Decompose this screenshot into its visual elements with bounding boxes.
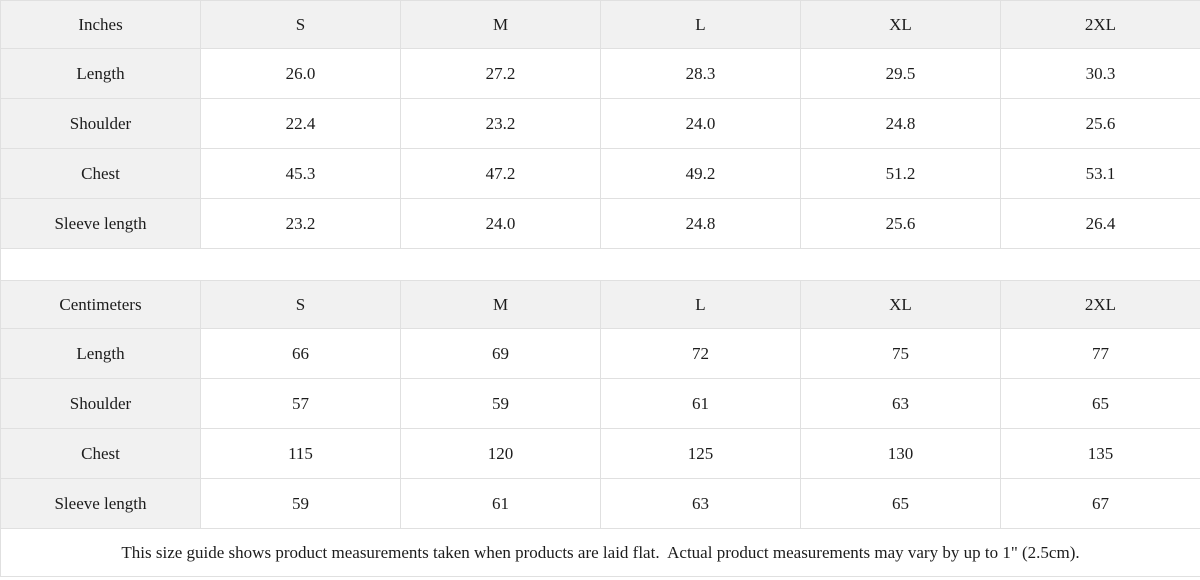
measurement-cell: 27.2 (400, 48, 601, 99)
table-row: Length 26.0 27.2 28.3 29.5 30.3 (0, 48, 1200, 99)
measurement-cell: 120 (400, 428, 601, 479)
unit-header-cell: Centimeters (0, 280, 201, 329)
measurement-cell: 130 (800, 428, 1001, 479)
size-header-cell: XL (800, 280, 1001, 329)
size-header-cell: XL (800, 0, 1001, 49)
measurement-cell: 53.1 (1000, 148, 1200, 199)
size-header-cell: L (600, 280, 801, 329)
table-row: Chest 45.3 47.2 49.2 51.2 53.1 (0, 148, 1200, 199)
table-row: Shoulder 22.4 23.2 24.0 24.8 25.6 (0, 98, 1200, 149)
row-label-cell: Length (0, 48, 201, 99)
unit-header-cell: Inches (0, 0, 201, 49)
row-label-cell: Shoulder (0, 378, 201, 429)
table-row: Shoulder 57 59 61 63 65 (0, 378, 1200, 429)
centimeters-header-row: Centimeters S M L XL 2XL (0, 280, 1200, 329)
row-label-cell: Sleeve length (0, 198, 201, 249)
footer-note: This size guide shows product measuremen… (0, 528, 1200, 577)
measurement-cell: 61 (400, 478, 601, 529)
measurement-cell: 22.4 (200, 98, 401, 149)
measurement-cell: 30.3 (1000, 48, 1200, 99)
inches-header-row: Inches S M L XL 2XL (0, 0, 1200, 49)
measurement-cell: 63 (800, 378, 1001, 429)
measurement-cell: 24.8 (600, 198, 801, 249)
size-header-cell: 2XL (1000, 280, 1200, 329)
measurement-cell: 59 (400, 378, 601, 429)
measurement-cell: 61 (600, 378, 801, 429)
row-label-cell: Chest (0, 428, 201, 479)
measurement-cell: 25.6 (800, 198, 1001, 249)
size-header-cell: S (200, 280, 401, 329)
measurement-cell: 23.2 (200, 198, 401, 249)
measurement-cell: 115 (200, 428, 401, 479)
measurement-cell: 47.2 (400, 148, 601, 199)
measurement-cell: 59 (200, 478, 401, 529)
measurement-cell: 67 (1000, 478, 1200, 529)
measurement-cell: 51.2 (800, 148, 1001, 199)
measurement-cell: 25.6 (1000, 98, 1200, 149)
table-row: Sleeve length 59 61 63 65 67 (0, 478, 1200, 529)
row-label-cell: Length (0, 328, 201, 379)
row-label-cell: Chest (0, 148, 201, 199)
measurement-cell: 125 (600, 428, 801, 479)
measurement-cell: 45.3 (200, 148, 401, 199)
measurement-cell: 26.4 (1000, 198, 1200, 249)
measurement-cell: 65 (800, 478, 1001, 529)
table-row: Sleeve length 23.2 24.0 24.8 25.6 26.4 (0, 198, 1200, 249)
measurement-cell: 77 (1000, 328, 1200, 379)
table-row: Length 66 69 72 75 77 (0, 328, 1200, 379)
row-label-cell: Sleeve length (0, 478, 201, 529)
measurement-cell: 29.5 (800, 48, 1001, 99)
size-header-cell: M (400, 0, 601, 49)
measurement-cell: 49.2 (600, 148, 801, 199)
measurement-cell: 65 (1000, 378, 1200, 429)
measurement-cell: 57 (200, 378, 401, 429)
measurement-cell: 75 (800, 328, 1001, 379)
measurement-cell: 66 (200, 328, 401, 379)
size-header-cell: 2XL (1000, 0, 1200, 49)
spacer-row (0, 248, 1200, 281)
footer-row: This size guide shows product measuremen… (0, 528, 1200, 577)
measurement-cell: 72 (600, 328, 801, 379)
measurement-cell: 69 (400, 328, 601, 379)
measurement-cell: 28.3 (600, 48, 801, 99)
measurement-cell: 24.0 (400, 198, 601, 249)
measurement-cell: 24.0 (600, 98, 801, 149)
measurement-cell: 63 (600, 478, 801, 529)
row-label-cell: Shoulder (0, 98, 201, 149)
measurement-cell: 26.0 (200, 48, 401, 99)
size-header-cell: M (400, 280, 601, 329)
measurement-cell: 135 (1000, 428, 1200, 479)
size-header-cell: L (600, 0, 801, 49)
measurement-cell: 23.2 (400, 98, 601, 149)
table-row: Chest 115 120 125 130 135 (0, 428, 1200, 479)
measurement-cell: 24.8 (800, 98, 1001, 149)
spacer-cell (0, 248, 1200, 281)
size-header-cell: S (200, 0, 401, 49)
